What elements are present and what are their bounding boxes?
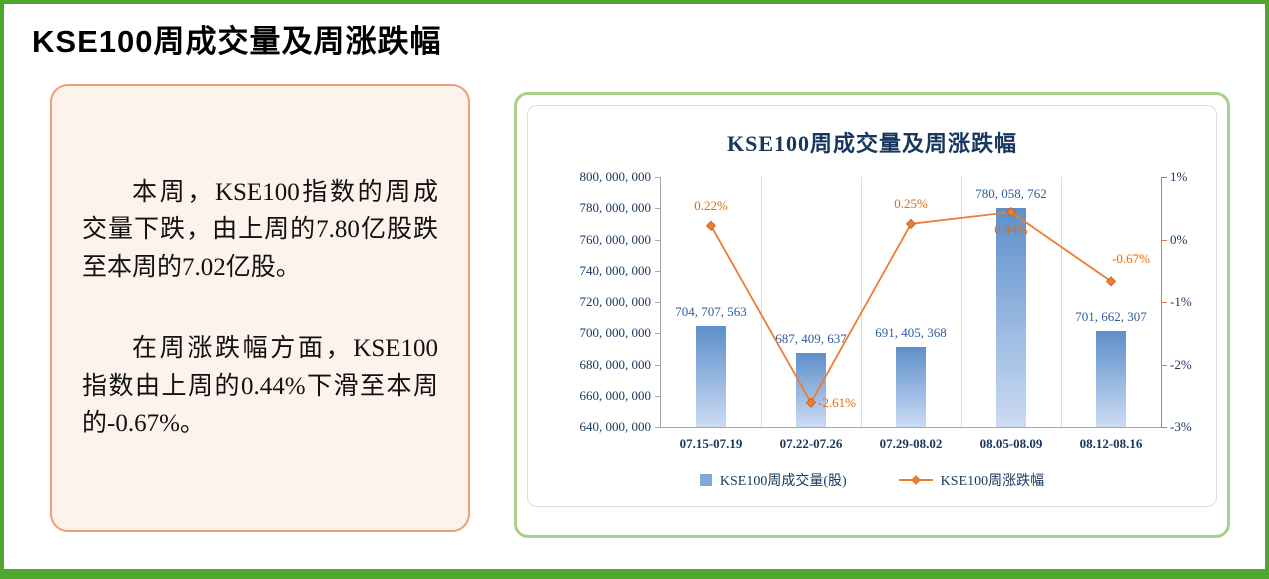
right-axis-tick xyxy=(1161,364,1167,366)
gridline xyxy=(1061,177,1062,427)
chart-legend: KSE100周成交量(股) KSE100周涨跌幅 xyxy=(528,470,1216,490)
line-value-label: 0.22% xyxy=(694,197,728,213)
diamond-marker-icon xyxy=(805,397,817,408)
left-axis-tick xyxy=(655,364,661,366)
left-axis-tick xyxy=(655,239,661,241)
plot-area: 800, 000, 000 780, 000, 000 760, 000, 000 7… xyxy=(580,169,1192,451)
x-axis-label: 08.12-08.16 xyxy=(1079,436,1143,451)
left-axis-tick xyxy=(655,208,661,210)
bar-value-label: 691, 405, 368 xyxy=(875,324,947,340)
change-line-svg xyxy=(705,206,1117,408)
volume-bar xyxy=(1096,330,1126,427)
right-axis-tick xyxy=(1161,239,1167,241)
left-axis-tick-label: 740, 000, 000 xyxy=(579,262,652,278)
volume-bar xyxy=(996,208,1026,427)
summary-paragraph-volume: 本周，KSE100指数的周成交量下跌，由上周的7.80亿股跌至本周的7.02亿股… xyxy=(82,178,438,281)
page-title: KSE100周成交量及周涨跌幅 xyxy=(32,24,442,59)
line-value-label: 0.25% xyxy=(894,195,928,211)
volume-bar xyxy=(796,352,826,427)
bar-value-label: 704, 707, 563 xyxy=(675,303,747,319)
x-axis-label: 07.22-07.26 xyxy=(779,436,843,451)
x-axis-label: 07.15-07.19 xyxy=(679,436,743,451)
legend-label-change: KSE100周涨跌幅 xyxy=(940,474,1045,489)
left-axis-tick-label: 680, 000, 000 xyxy=(579,356,652,372)
legend-item-change: KSE100周涨跌幅 xyxy=(898,470,1045,490)
left-axis-tick-label: 640, 000, 000 xyxy=(579,419,652,434)
right-axis-tick xyxy=(1161,177,1167,178)
diamond-marker-icon xyxy=(910,475,921,485)
left-axis-tick xyxy=(655,333,661,335)
legend-label-volume: KSE100周成交量(股) xyxy=(719,474,847,489)
chart-frame: KSE100周成交量及周涨跌幅 800, 000, 000 780, 000, 0… xyxy=(527,105,1217,507)
left-axis-tick xyxy=(655,270,661,272)
right-axis-tick-label: 0% xyxy=(1170,231,1188,247)
bar-legend-swatch-icon xyxy=(699,474,712,486)
right-axis-tick-label: 1% xyxy=(1170,169,1188,184)
diamond-marker-icon xyxy=(1105,276,1117,287)
summary-panel: 本周，KSE100指数的周成交量下跌，由上周的7.80亿股跌至本周的7.02亿股… xyxy=(50,84,470,532)
diamond-marker-icon xyxy=(1005,206,1017,218)
right-axis-tick xyxy=(1161,302,1167,303)
diamond-marker-icon xyxy=(905,218,917,229)
bar-value-label: 780, 058, 762 xyxy=(975,186,1047,202)
left-axis-tick-label: 800, 000, 000 xyxy=(579,169,652,184)
line-value-label: -2.61% xyxy=(818,394,856,410)
gridline xyxy=(761,177,762,427)
right-axis-tick xyxy=(1161,427,1167,428)
volume-bar xyxy=(896,346,926,427)
left-axis-tick-label: 780, 000, 000 xyxy=(579,200,652,216)
left-axis-tick-label: 700, 000, 000 xyxy=(579,325,652,341)
left-axis-tick-label: 760, 000, 000 xyxy=(579,231,652,247)
right-axis-tick-label: -2% xyxy=(1170,356,1192,372)
gridline xyxy=(961,177,962,427)
right-axis-tick-label: -1% xyxy=(1170,294,1192,309)
summary-paragraph-change: 在周涨跌幅方面，KSE100指数由上周的0.44%下滑至本周的-0.67%。 xyxy=(82,335,438,437)
bar-value-label: 701, 662, 307 xyxy=(1075,308,1147,324)
line-legend-swatch-icon xyxy=(898,475,933,485)
gridline xyxy=(861,177,862,427)
right-axis-tick-label: -3% xyxy=(1170,419,1192,434)
diamond-marker-icon xyxy=(705,220,717,231)
line-value-label: -0.67% xyxy=(1112,251,1150,267)
volume-bar xyxy=(696,325,726,427)
line-value-label: 0.44% xyxy=(994,222,1028,237)
left-axis-tick xyxy=(655,177,661,178)
left-axis-tick xyxy=(655,395,661,397)
left-axis-tick-label: 660, 000, 000 xyxy=(579,387,652,403)
legend-item-volume: KSE100周成交量(股) xyxy=(699,470,847,490)
left-axis-tick xyxy=(655,302,661,303)
x-axis-label: 07.29-08.02 xyxy=(879,436,943,451)
chart-panel: KSE100周成交量及周涨跌幅 800, 000, 000 780, 000, 0… xyxy=(514,92,1230,538)
chart-title: KSE100周成交量及周涨跌幅 xyxy=(726,131,1018,156)
left-axis-tick xyxy=(655,427,661,428)
left-axis-tick-label: 720, 000, 000 xyxy=(579,294,652,309)
x-axis-label: 08.05-08.09 xyxy=(979,436,1043,451)
bar-value-label: 687, 409, 637 xyxy=(775,330,847,346)
